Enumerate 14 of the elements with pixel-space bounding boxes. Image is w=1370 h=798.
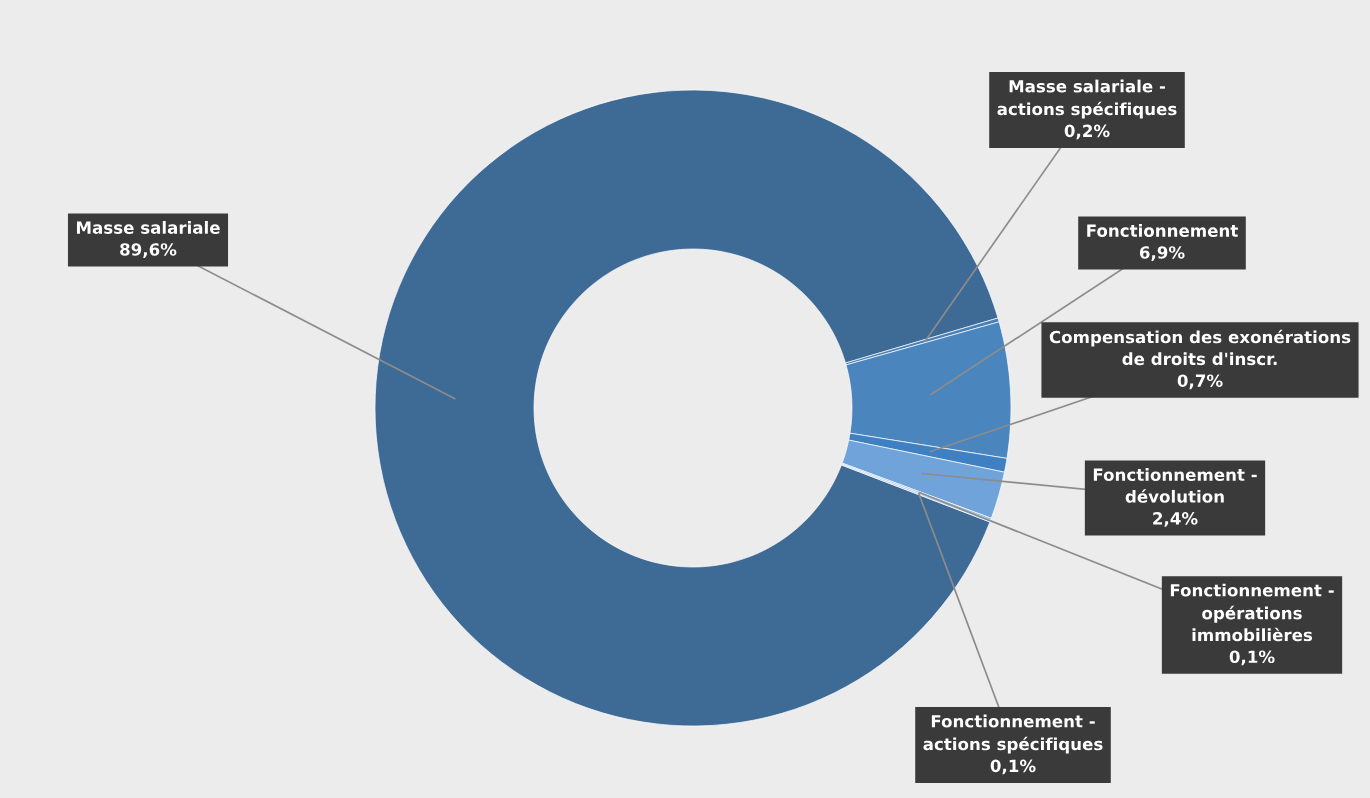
data-label: 0,1% xyxy=(990,759,1036,775)
data-label: 6,9% xyxy=(1139,246,1185,261)
data-label: 0,2% xyxy=(1064,124,1110,140)
slice-label: Masse salariale xyxy=(76,221,220,234)
data-label: 2,4% xyxy=(1153,512,1198,527)
data-label: 0,1% xyxy=(1229,650,1275,666)
slice-label: Fonctionnement - opérations immobilières xyxy=(1170,583,1334,642)
slice-label: Fonctionnement xyxy=(1087,224,1238,237)
slice-label: Masse salariale - actions spécifiques xyxy=(997,79,1177,119)
data-label: 0,7% xyxy=(1177,374,1223,390)
slice-label: Fonctionnement - actions spécifiques xyxy=(923,714,1103,754)
slice-label: Fonctionnement - dévolution xyxy=(1093,468,1257,503)
data-label: 89,6% xyxy=(120,243,177,258)
slice-label: Compensation des exonérations de droits d'inscr. xyxy=(1049,329,1351,366)
